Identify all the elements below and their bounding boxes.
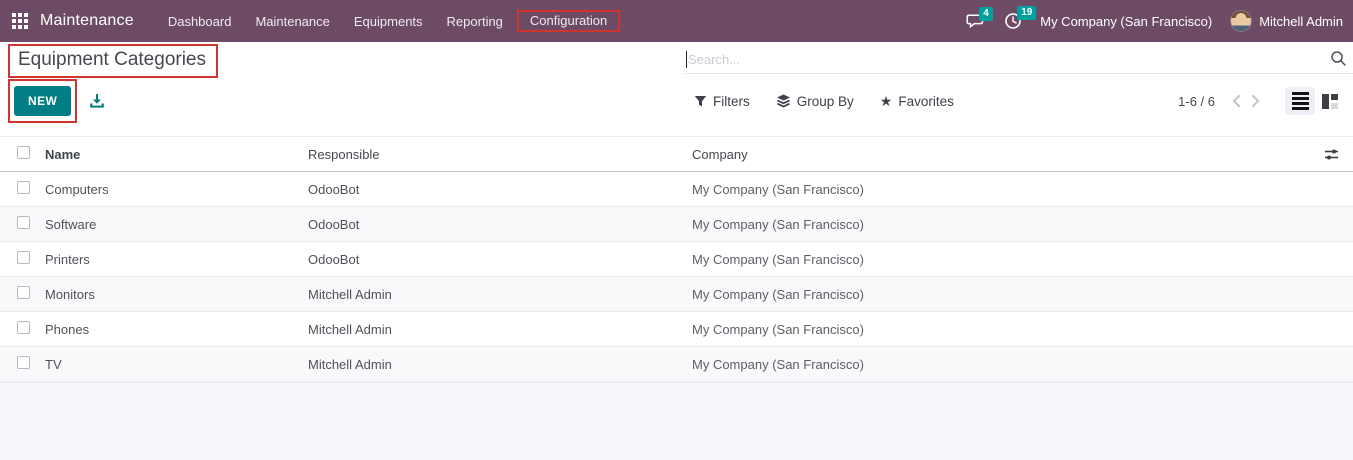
cell-company: My Company (San Francisco) xyxy=(692,356,864,372)
pager-next-icon[interactable] xyxy=(1248,92,1263,110)
list-view-icon xyxy=(1291,92,1309,110)
breadcrumb-title[interactable]: Equipment Categories xyxy=(18,49,206,70)
new-button[interactable]: NEW xyxy=(14,86,72,116)
table-header-row: Name Responsible Company xyxy=(0,136,1353,172)
table-row[interactable]: Phones Mitchell Admin My Company (San Fr… xyxy=(0,312,1353,347)
cell-responsible: Mitchell Admin xyxy=(308,286,392,302)
row-select-cell xyxy=(0,286,45,302)
row-checkbox[interactable] xyxy=(17,356,30,369)
activities-button[interactable]: 19 xyxy=(1004,6,1037,30)
kanban-view-button[interactable] xyxy=(1315,87,1345,115)
search-options-row: Filters Group By ★ Favorites 1-6 / 6 xyxy=(685,87,1353,115)
main-menu: Dashboard Maintenance Equipments Reporti… xyxy=(156,0,621,42)
cell-name: TV xyxy=(45,356,62,372)
row-select-cell xyxy=(0,181,45,197)
cell-responsible: OdooBot xyxy=(308,216,360,232)
table-row[interactable]: Monitors Mitchell Admin My Company (San … xyxy=(0,277,1353,312)
list-view-button[interactable] xyxy=(1285,87,1315,115)
cell-name: Phones xyxy=(45,321,90,337)
annotation-box-new-button: NEW xyxy=(8,79,78,123)
row-checkbox[interactable] xyxy=(17,251,30,264)
annotation-box-breadcrumb: Equipment Categories xyxy=(8,44,218,78)
filters-label: Filters xyxy=(713,93,750,109)
clock-icon xyxy=(1004,12,1022,30)
equipment-categories-table: Name Responsible Company Computers OdooB… xyxy=(0,136,1353,382)
row-checkbox[interactable] xyxy=(17,216,30,229)
funnel-icon xyxy=(694,95,707,108)
filters-button[interactable]: Filters xyxy=(694,94,750,109)
select-all-checkbox[interactable] xyxy=(17,146,30,159)
table-row[interactable]: Computers OdooBot My Company (San Franci… xyxy=(0,172,1353,207)
table-row[interactable]: Software OdooBot My Company (San Francis… xyxy=(0,207,1353,242)
optional-columns-icon[interactable] xyxy=(1324,148,1339,161)
pager: 1-6 / 6 xyxy=(1178,92,1263,110)
cell-company: My Company (San Francisco) xyxy=(692,286,864,302)
activities-badge: 19 xyxy=(1017,6,1037,20)
control-panel: Equipment Categories NEW xyxy=(0,42,1353,123)
menu-item-dashboard[interactable]: Dashboard xyxy=(167,13,232,29)
pager-previous-icon[interactable] xyxy=(1229,92,1244,110)
row-checkbox[interactable] xyxy=(17,181,30,194)
menu-item-equipments[interactable]: Equipments xyxy=(353,13,423,29)
systray: 4 19 My Company (San Francisco) Mitchell… xyxy=(966,6,1343,32)
cell-company: My Company (San Francisco) xyxy=(692,216,864,232)
view-switcher xyxy=(1285,87,1345,115)
group-by-button[interactable]: Group By xyxy=(776,94,854,109)
column-header-responsible[interactable]: Responsible xyxy=(308,146,380,162)
row-select-cell xyxy=(0,216,45,232)
group-by-label: Group By xyxy=(796,93,854,109)
empty-content-area xyxy=(0,382,1353,460)
search-bar xyxy=(685,46,1353,74)
messages-button[interactable]: 4 xyxy=(966,6,993,30)
row-checkbox[interactable] xyxy=(17,286,30,299)
table-row[interactable]: TV Mitchell Admin My Company (San Franci… xyxy=(0,347,1353,382)
cell-company: My Company (San Francisco) xyxy=(692,181,864,197)
top-navbar: Maintenance Dashboard Maintenance Equipm… xyxy=(0,0,1353,42)
select-all-cell xyxy=(0,146,45,162)
apps-menu-icon[interactable] xyxy=(12,12,29,30)
column-header-name[interactable]: Name xyxy=(45,146,81,162)
cell-name: Monitors xyxy=(45,286,95,302)
pager-range: 1-6 / 6 xyxy=(1178,93,1215,109)
kanban-view-icon xyxy=(1322,93,1338,109)
cell-company: My Company (San Francisco) xyxy=(692,321,864,337)
annotation-box-configuration: Configuration xyxy=(516,10,621,32)
text-caret xyxy=(686,51,687,68)
menu-item-maintenance[interactable]: Maintenance xyxy=(255,13,330,29)
menu-item-reporting[interactable]: Reporting xyxy=(446,13,503,29)
export-download-icon[interactable] xyxy=(89,93,105,109)
user-avatar xyxy=(1230,10,1253,32)
search-input[interactable] xyxy=(685,52,1353,67)
company-switcher[interactable]: My Company (San Francisco) xyxy=(1040,13,1213,29)
favorites-button[interactable]: ★ Favorites xyxy=(880,94,954,109)
cell-responsible: OdooBot xyxy=(308,251,360,267)
control-panel-right: Filters Group By ★ Favorites 1-6 / 6 xyxy=(685,42,1353,123)
control-panel-left: Equipment Categories NEW xyxy=(0,42,685,123)
user-menu[interactable]: Mitchell Admin xyxy=(1230,10,1343,32)
row-select-cell xyxy=(0,356,45,372)
table-row[interactable]: Printers OdooBot My Company (San Francis… xyxy=(0,242,1353,277)
search-icon[interactable] xyxy=(1330,50,1347,67)
row-checkbox[interactable] xyxy=(17,321,30,334)
user-name: Mitchell Admin xyxy=(1259,13,1343,29)
column-header-company[interactable]: Company xyxy=(692,146,748,162)
cell-name: Printers xyxy=(45,251,90,267)
star-icon: ★ xyxy=(879,93,893,109)
app-brand-title[interactable]: Maintenance xyxy=(40,12,134,29)
cell-responsible: OdooBot xyxy=(308,181,360,197)
menu-item-configuration[interactable]: Configuration xyxy=(529,13,608,28)
action-buttons-row: NEW xyxy=(8,79,685,123)
row-select-cell xyxy=(0,321,45,337)
layers-icon xyxy=(776,94,791,108)
favorites-label: Favorites xyxy=(898,93,954,109)
cell-company: My Company (San Francisco) xyxy=(692,251,864,267)
messages-badge: 4 xyxy=(979,6,993,21)
cell-responsible: Mitchell Admin xyxy=(308,356,392,372)
cell-responsible: Mitchell Admin xyxy=(308,321,392,337)
cell-name: Software xyxy=(45,216,97,232)
cell-name: Computers xyxy=(45,181,109,197)
row-select-cell xyxy=(0,251,45,267)
